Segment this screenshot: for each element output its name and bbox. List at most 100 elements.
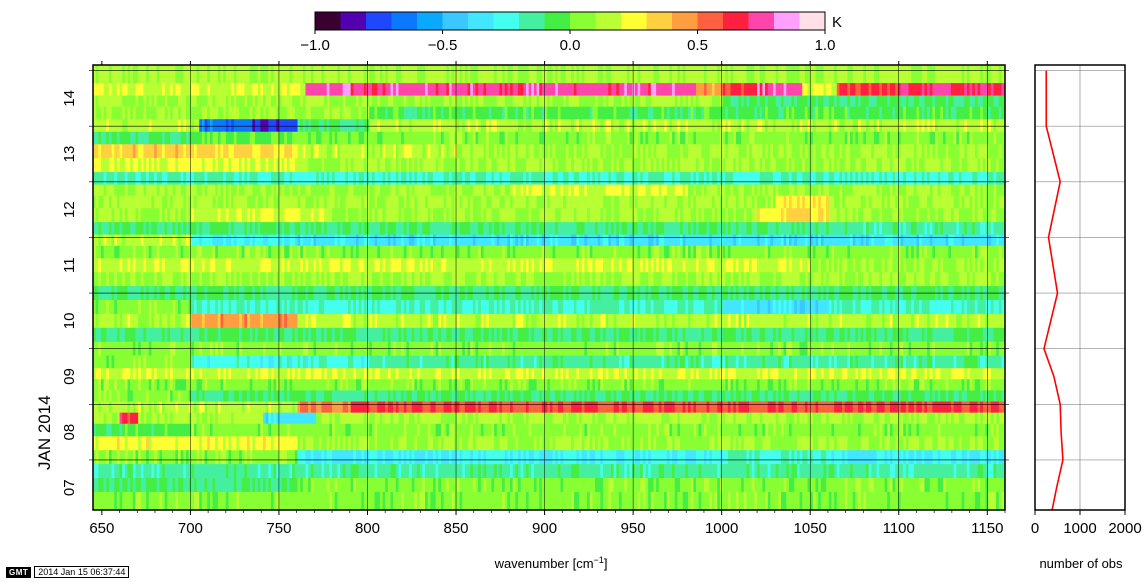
- heatmap-cell: [935, 95, 939, 108]
- heatmap-cell: [873, 119, 877, 133]
- heatmap-cell: [321, 222, 325, 235]
- heatmap-cell: [600, 184, 604, 197]
- heatmap-cell: [435, 106, 439, 120]
- heatmap-cell: [249, 245, 253, 259]
- heatmap-cell: [393, 106, 397, 120]
- heatmap-cell: [807, 83, 811, 96]
- heatmap-cell: [836, 131, 840, 145]
- heatmap-cell: [111, 222, 115, 235]
- heatmap-cell: [905, 208, 909, 223]
- heatmap-cell: [252, 158, 256, 173]
- heatmap-cell: [881, 222, 885, 235]
- heatmap-cell: [363, 172, 367, 185]
- heatmap-cell: [507, 95, 511, 108]
- heatmap-cell: [711, 65, 715, 84]
- heatmap-cell: [294, 222, 298, 235]
- heatmap-cell: [826, 144, 830, 159]
- heatmap-cell: [358, 65, 362, 84]
- heatmap-cell: [132, 234, 136, 247]
- heatmap-cell: [695, 195, 699, 209]
- heatmap-cell: [308, 144, 312, 159]
- heatmap-cell: [839, 195, 843, 209]
- heatmap-cell: [310, 234, 314, 247]
- heatmap-cell: [860, 83, 864, 96]
- heatmap-cell: [921, 83, 925, 96]
- heatmap-cell: [257, 195, 261, 209]
- heatmap-cell: [695, 144, 699, 159]
- heatmap-cell: [759, 195, 763, 209]
- heatmap-cell: [754, 184, 758, 197]
- heatmap-cell: [693, 95, 697, 108]
- heatmap-cell: [257, 158, 261, 173]
- heatmap-cell: [220, 172, 224, 185]
- heatmap-cell: [103, 245, 107, 259]
- heatmap-cell: [730, 131, 734, 145]
- heatmap-cell: [326, 234, 330, 247]
- heatmap-row: [93, 158, 1006, 173]
- heatmap-cell: [597, 172, 601, 185]
- heatmap-cell: [935, 131, 939, 145]
- heatmap-cell: [786, 144, 790, 159]
- heatmap-cell: [239, 172, 243, 185]
- heatmap-cell: [648, 95, 652, 108]
- heatmap-cell: [363, 144, 367, 159]
- heatmap-cell: [143, 65, 147, 84]
- heatmap-cell: [969, 83, 973, 96]
- heatmap-cell: [807, 144, 811, 159]
- heatmap-cell: [138, 208, 142, 223]
- heatmap-cell: [430, 119, 434, 133]
- heatmap-cell: [382, 144, 386, 159]
- heatmap-cell: [507, 234, 511, 247]
- heatmap-cell: [974, 131, 978, 145]
- heatmap-cell: [754, 172, 758, 185]
- heatmap-cell: [807, 195, 811, 209]
- heatmap-cell: [172, 131, 176, 145]
- heatmap-cell: [374, 131, 378, 145]
- heatmap-cell: [353, 172, 357, 185]
- heatmap-cell: [794, 131, 798, 145]
- heatmap-cell: [600, 158, 604, 173]
- heatmap-cell: [791, 195, 795, 209]
- heatmap-cell: [618, 65, 622, 84]
- heatmap-cell: [478, 95, 482, 108]
- heatmap-cell: [966, 95, 970, 108]
- heatmap-cell: [581, 222, 585, 235]
- heatmap-cell: [140, 144, 144, 159]
- heatmap-cell: [223, 222, 227, 235]
- heatmap-cell: [366, 65, 370, 84]
- heatmap-cell: [820, 158, 824, 173]
- heatmap-cell: [826, 158, 830, 173]
- heatmap-cell: [223, 172, 227, 185]
- heatmap-cell: [93, 106, 96, 120]
- heatmap-cell: [913, 65, 917, 84]
- heatmap-cell: [502, 195, 506, 209]
- heatmap-cell: [398, 65, 402, 84]
- heatmap-cell: [581, 195, 585, 209]
- heatmap-cell: [215, 234, 219, 247]
- heatmap-cell: [661, 144, 665, 159]
- heatmap-cell: [316, 195, 320, 209]
- heatmap-cell: [900, 208, 904, 223]
- heatmap-cell: [348, 222, 351, 235]
- heatmap-cell: [263, 144, 266, 159]
- heatmap-cell: [217, 83, 221, 96]
- heatmap-cell: [212, 65, 216, 84]
- heatmap-cell: [472, 65, 476, 84]
- heatmap-cell: [159, 184, 163, 197]
- heatmap-cell: [929, 106, 933, 120]
- heatmap-cell: [401, 208, 405, 223]
- heatmap-cell: [765, 83, 769, 96]
- heatmap-cell: [632, 131, 636, 145]
- heatmap-cell: [972, 95, 976, 108]
- heatmap-cell: [268, 106, 272, 120]
- heatmap-cell: [645, 131, 649, 145]
- heatmap-cell: [395, 106, 399, 120]
- heatmap-cell: [249, 195, 253, 209]
- heatmap-cell: [855, 106, 859, 120]
- heatmap-cell: [539, 234, 543, 247]
- heatmap-cell: [629, 195, 633, 209]
- heatmap-cell: [719, 131, 723, 145]
- heatmap-cell: [236, 65, 240, 84]
- heatmap-cell: [124, 172, 128, 185]
- heatmap-cell: [164, 222, 168, 235]
